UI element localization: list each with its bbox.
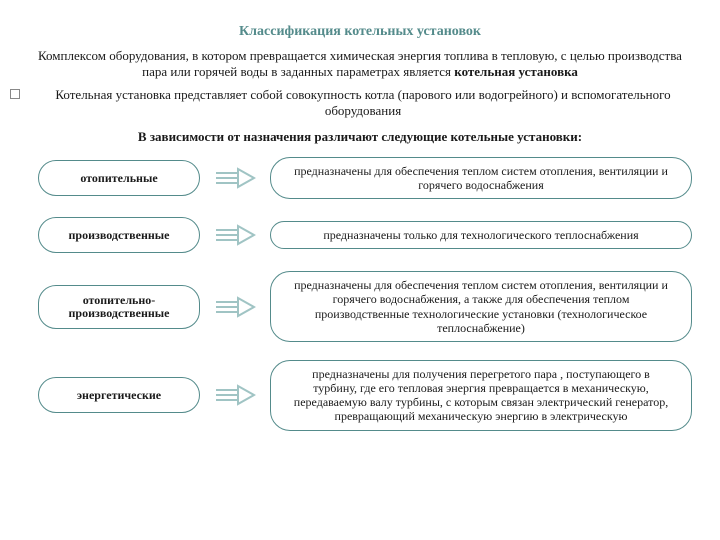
classification-row: производственные предназначены только дл…	[38, 217, 692, 253]
classification-row: отопительно-производственные предназначе…	[38, 271, 692, 342]
intro-keyword: котельная установка	[454, 64, 578, 79]
arrow-icon	[214, 167, 256, 189]
category-description: предназначены для обеспечения теплом сис…	[270, 157, 692, 199]
page-title: Классификация котельных установок	[28, 24, 692, 40]
intro-text-1a: Комплексом оборудования, в котором превр…	[38, 48, 682, 79]
category-pill: энергетические	[38, 377, 200, 413]
arrow-icon	[214, 384, 256, 406]
intro-paragraph-2: Котельная установка представляет собой с…	[55, 87, 670, 118]
classification-row: энергетические предназначены для получен…	[38, 360, 692, 431]
category-pill: отопительно-производственные	[38, 285, 200, 329]
category-description: предназначены только для технологическог…	[270, 221, 692, 249]
category-description: предназначены для получения перегретого …	[270, 360, 692, 431]
section-subtitle: В зависимости от назначения различают сл…	[28, 129, 692, 145]
category-pill: отопительные	[38, 160, 200, 196]
category-description: предназначены для обеспечения теплом сис…	[270, 271, 692, 342]
arrow-icon	[214, 224, 256, 246]
category-pill: производственные	[38, 217, 200, 253]
intro-paragraph-1: Комплексом оборудования, в котором превр…	[28, 48, 692, 81]
arrow-icon	[214, 296, 256, 318]
square-bullet-icon	[10, 89, 20, 99]
classification-rows: отопительные предназначены для обеспечен…	[28, 157, 692, 431]
classification-row: отопительные предназначены для обеспечен…	[38, 157, 692, 199]
intro-paragraph-2-wrap: Котельная установка представляет собой с…	[28, 87, 692, 120]
